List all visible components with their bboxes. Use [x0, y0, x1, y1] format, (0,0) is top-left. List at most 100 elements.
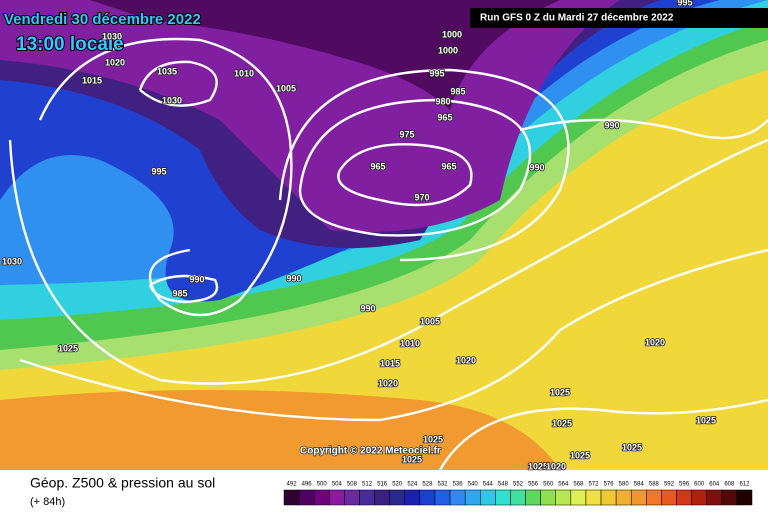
legend-swatch [283, 489, 300, 506]
time-title: 13:00 locale [16, 34, 124, 55]
isobar-label: 1025 [423, 434, 443, 444]
isobar-label: 1030 [2, 256, 22, 266]
isobar-label: 1000 [438, 45, 458, 55]
isobar-label: 975 [399, 129, 414, 139]
isobar-label: 1020 [546, 461, 566, 471]
legend-label: 584 [634, 482, 645, 488]
isobar-label: 1025 [552, 418, 572, 428]
isobar-label: 1025 [528, 461, 548, 471]
legend-label: 588 [649, 482, 660, 488]
isobar-label: 1025 [696, 415, 716, 425]
legend-swatch [434, 489, 451, 506]
isobar [337, 143, 473, 207]
legend-label: 608 [724, 482, 735, 488]
isobar-label: 1025 [402, 454, 422, 464]
legend-label: 612 [739, 482, 750, 488]
legend-label: 508 [347, 482, 358, 488]
legend-label: 504 [332, 482, 343, 488]
isobar [519, 118, 768, 140]
isobar-label: 1010 [234, 68, 254, 78]
legend-swatch [495, 489, 511, 506]
copyright: Copyright © 2022 Meteociel.fr [300, 446, 441, 457]
date-title: Vendredi 30 décembre 2022 [4, 11, 201, 28]
legend-swatch [661, 489, 677, 506]
legend-label: 596 [679, 482, 690, 488]
isobar-label: 965 [441, 161, 456, 171]
legend-swatch [676, 489, 692, 506]
legend-label: 580 [619, 482, 630, 488]
legend-swatch [615, 489, 632, 506]
legend-swatch [374, 489, 390, 506]
isobar-label: 965 [437, 112, 452, 122]
isobar-label: 970 [414, 192, 429, 202]
legend-label: 592 [664, 482, 675, 488]
isobar [278, 68, 570, 262]
isobar-label: 1020 [456, 355, 476, 365]
legend-swatch [449, 489, 466, 506]
legend-swatch [721, 489, 738, 506]
isobar-label: 1015 [82, 75, 102, 85]
legend-swatch [600, 489, 617, 506]
legend-label: 524 [407, 482, 418, 488]
legend-label: 600 [694, 482, 705, 488]
legend-label: 496 [302, 482, 313, 488]
isobar-label: 985 [450, 86, 465, 96]
legend-swatch [344, 489, 360, 506]
legend-swatch [464, 489, 481, 506]
legend-swatch [540, 489, 556, 506]
legend-label: 528 [422, 482, 433, 488]
isobar-label: 965 [370, 161, 385, 171]
warm-area [0, 390, 560, 470]
legend-label: 516 [377, 482, 388, 488]
isobar-label: 990 [529, 162, 544, 172]
legend-label: 604 [709, 482, 720, 488]
legend-label: 536 [453, 482, 464, 488]
legend-swatch [510, 489, 526, 506]
isobar-label: 990 [604, 120, 619, 130]
isobar-label: 1000 [442, 29, 462, 39]
legend-swatch [480, 489, 496, 506]
legend-label: 564 [558, 482, 569, 488]
isobar-label: 1025 [622, 442, 642, 452]
legend-label: 556 [528, 482, 539, 488]
isobar-label: 990 [286, 273, 301, 283]
legend-swatch [736, 489, 753, 506]
isobar-label: 1020 [378, 378, 398, 388]
isobar-label: 990 [360, 303, 375, 313]
isobar-label: 995 [677, 0, 692, 7]
isobar [19, 248, 768, 422]
legend-swatch [585, 489, 602, 506]
isobar-label: 1025 [550, 387, 570, 397]
legend-label: 544 [483, 482, 494, 488]
isobar-label: 995 [429, 68, 444, 78]
isobar-label: 1010 [400, 338, 420, 348]
legend-swatch [359, 489, 375, 506]
footer-lead: (+ 84h) [30, 496, 65, 508]
isobar [148, 274, 219, 304]
isobar [438, 398, 768, 471]
legend-swatch [298, 489, 315, 506]
isobar [298, 98, 531, 237]
legend-swatch [646, 489, 662, 506]
isobar-label: 1020 [645, 337, 665, 347]
legend-label: 500 [317, 482, 328, 488]
legend-swatch [525, 489, 541, 506]
isobar-label: 1025 [58, 343, 78, 353]
legend-swatch [630, 489, 647, 506]
isobar-label: 1030 [162, 95, 182, 105]
legend-label: 512 [362, 482, 373, 488]
legend-swatch [389, 489, 406, 506]
legend-label: 540 [468, 482, 479, 488]
isobar-label: 990 [189, 274, 204, 284]
isobar-label: 1005 [420, 316, 440, 326]
isobar-label: 985 [172, 288, 187, 298]
isobar-label: 1005 [276, 83, 296, 93]
isobar-label: 1030 [102, 31, 122, 41]
legend-label: 548 [498, 482, 509, 488]
z500-band [90, 0, 560, 110]
legend-swatch [706, 489, 723, 506]
footer-title: Géop. Z500 & pression au sol [30, 475, 215, 491]
isobar-label: 980 [435, 96, 450, 106]
